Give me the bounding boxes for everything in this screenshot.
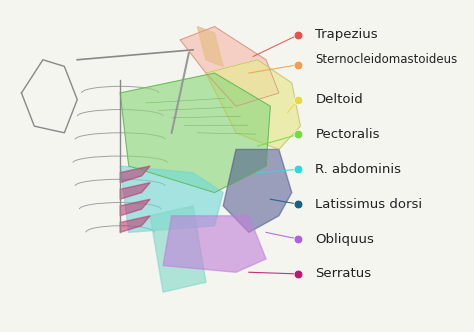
Text: Latissimus dorsi: Latissimus dorsi (315, 198, 422, 211)
Point (294, 236, 302, 242)
Text: R. abdominis: R. abdominis (315, 163, 401, 176)
Point (294, 202, 302, 207)
Polygon shape (197, 27, 223, 66)
Text: Serratus: Serratus (315, 267, 372, 281)
Point (294, 167, 302, 172)
Polygon shape (180, 27, 279, 106)
Point (294, 271, 302, 277)
Text: Obliquus: Obliquus (315, 232, 374, 246)
Polygon shape (120, 216, 150, 232)
Text: Trapezius: Trapezius (315, 28, 378, 42)
Polygon shape (120, 166, 150, 183)
Polygon shape (120, 199, 150, 216)
Polygon shape (120, 183, 150, 199)
Polygon shape (120, 166, 223, 232)
Text: Sternocleidomastoideus: Sternocleidomastoideus (315, 53, 457, 66)
Point (294, 97, 302, 102)
Point (294, 132, 302, 137)
Text: Deltoid: Deltoid (315, 93, 363, 106)
Polygon shape (206, 60, 301, 149)
Point (294, 62, 302, 67)
Text: Pectoralis: Pectoralis (315, 128, 380, 141)
Polygon shape (120, 73, 270, 193)
Polygon shape (150, 206, 206, 292)
Polygon shape (223, 149, 292, 232)
Point (294, 32, 302, 38)
Polygon shape (163, 216, 266, 272)
